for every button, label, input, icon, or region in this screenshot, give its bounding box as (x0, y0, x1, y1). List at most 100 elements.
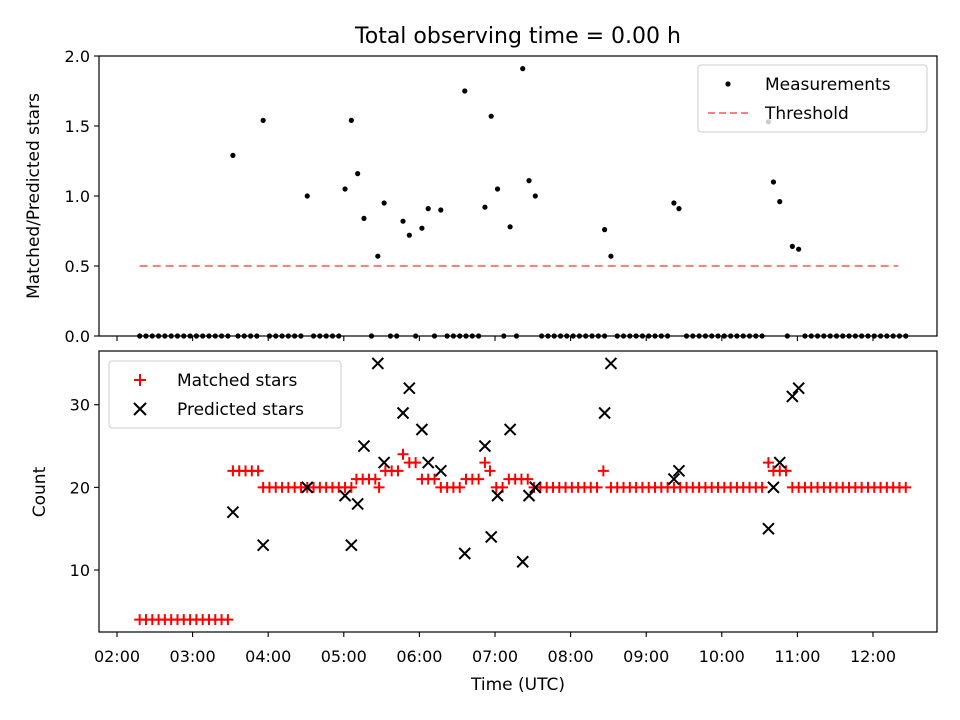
measurements-point (494, 186, 501, 192)
predicted-stars-point (786, 390, 799, 403)
measurements-point (230, 152, 236, 158)
predicted-stars-point (256, 539, 270, 552)
predicted-stars-point (415, 423, 429, 436)
predicted-stars-point (377, 456, 391, 469)
count-legend: Matched stars Predicted stars (108, 360, 342, 429)
measurements-point (796, 246, 802, 252)
x-tick-label: 02:00 (94, 647, 140, 666)
measurements-point (608, 253, 614, 259)
ratio-y-ticks: 0.0 0.5 1.0 1.5 2.0 (65, 47, 99, 346)
x-axis-label: Time (UTC) (470, 675, 565, 695)
y-tick-label: 0.0 (65, 327, 90, 346)
count-axes-frame (98, 350, 938, 633)
predicted-stars-point (598, 406, 611, 420)
measurements-point (770, 179, 777, 185)
legend-measurements-label: Measurements (765, 75, 891, 95)
y-tick-label: 1.5 (65, 117, 90, 136)
matched-stars-point (484, 465, 496, 477)
measurements-point (520, 66, 526, 72)
x-tick-label: 07:00 (472, 647, 518, 666)
ratio-legend: Measurements Threshold (697, 64, 928, 133)
predicted-stars-point (422, 456, 435, 469)
measurements-point (260, 117, 266, 123)
predicted-stars-point (434, 464, 448, 478)
legend-matched-label: Matched stars (177, 371, 297, 391)
predicted-stars-point (478, 439, 492, 453)
predicted-stars-point (458, 547, 471, 560)
x-tick-label: 06:00 (396, 647, 442, 666)
measurements-point (425, 206, 431, 212)
measurements-point (671, 200, 677, 206)
ratio-x-ticks (116, 336, 874, 341)
count-y-axis-label: Count (30, 466, 50, 517)
matched-stars-point (397, 448, 409, 460)
measurements-point (375, 253, 381, 259)
legend-threshold-label: Threshold (764, 104, 849, 124)
measurements-point (507, 224, 513, 230)
measurements-point (532, 193, 538, 199)
x-tick-label: 08:00 (548, 647, 594, 666)
ratio-panel: 0.00.51.01.52.0 Matched/Predicted stars … (24, 47, 938, 346)
y-tick-label: 10 (70, 561, 90, 580)
ratio-legend-box (697, 64, 928, 133)
y-tick-label: 30 (70, 396, 90, 415)
x-tick-label: 05:00 (321, 647, 367, 666)
measurements-point (438, 207, 444, 213)
count-panel: 10 20 30 02:00 03:00 04:00 05:00 06:00 07:00 08:… (30, 350, 938, 666)
count-y-ticks: 10 20 30 (70, 396, 99, 580)
measurements-point (482, 204, 488, 210)
predicted-stars-point (667, 472, 681, 486)
predicted-stars-point (529, 481, 542, 494)
predicted-stars-point (485, 530, 498, 544)
predicted-stars-point (403, 381, 416, 395)
predicted-stars-point (762, 522, 775, 535)
measurements-point (400, 218, 406, 224)
predicted-stars-point (357, 439, 371, 453)
predicted-stars-point (301, 481, 314, 494)
matched-stars-point (410, 457, 422, 469)
measurements-point (381, 200, 387, 206)
matched-stars-point (373, 481, 385, 493)
matched-stars-point (591, 481, 603, 493)
chart-title: Total observing time = 0.00 h (354, 24, 681, 49)
count-marks (134, 357, 912, 626)
matched-stars-point (369, 473, 381, 485)
y-tick-label: 0.5 (65, 257, 90, 276)
matched-stars-point (429, 473, 441, 485)
predicted-stars-point (516, 555, 529, 568)
legend-predicted-label: Predicted stars (177, 400, 304, 420)
matched-stars-point (522, 473, 534, 485)
matched-stars-point (479, 457, 491, 469)
predicted-stars-point (503, 423, 517, 436)
legend-predicted-marker (133, 402, 147, 416)
predicted-stars-point (767, 481, 780, 494)
matched-stars-point (392, 465, 404, 477)
matched-stars-point (756, 481, 768, 493)
matched-stars-point (780, 465, 792, 477)
x-tick-label: 11:00 (774, 647, 820, 666)
legend-matched-marker (134, 374, 146, 386)
measurements-point (526, 178, 532, 184)
count-legend-box (108, 360, 342, 429)
x-tick-label: 04:00 (245, 647, 291, 666)
predicted-stars-point (351, 497, 364, 511)
ratio-y-axis-label: Matched/Predicted stars (24, 93, 44, 299)
count-x-ticks: 02:00 03:00 04:00 05:00 06:00 07:00 08:00 09:00… (94, 632, 896, 666)
predicted-stars-point (226, 505, 240, 519)
measurements-point (789, 243, 795, 249)
measurements-point (419, 225, 425, 231)
predicted-stars-point (604, 357, 618, 370)
measurements-point (406, 232, 412, 238)
matched-stars-point (222, 614, 234, 626)
matched-stars-point (597, 465, 609, 477)
matched-stars-point (345, 481, 357, 493)
legend-measurements-marker (725, 81, 731, 87)
measurements-point (355, 171, 361, 177)
measurements-point (348, 117, 354, 123)
measurements-point (602, 227, 608, 233)
predicted-stars-point (672, 464, 686, 478)
predicted-stars-point (792, 381, 805, 395)
x-tick-label: 03:00 (170, 647, 216, 666)
